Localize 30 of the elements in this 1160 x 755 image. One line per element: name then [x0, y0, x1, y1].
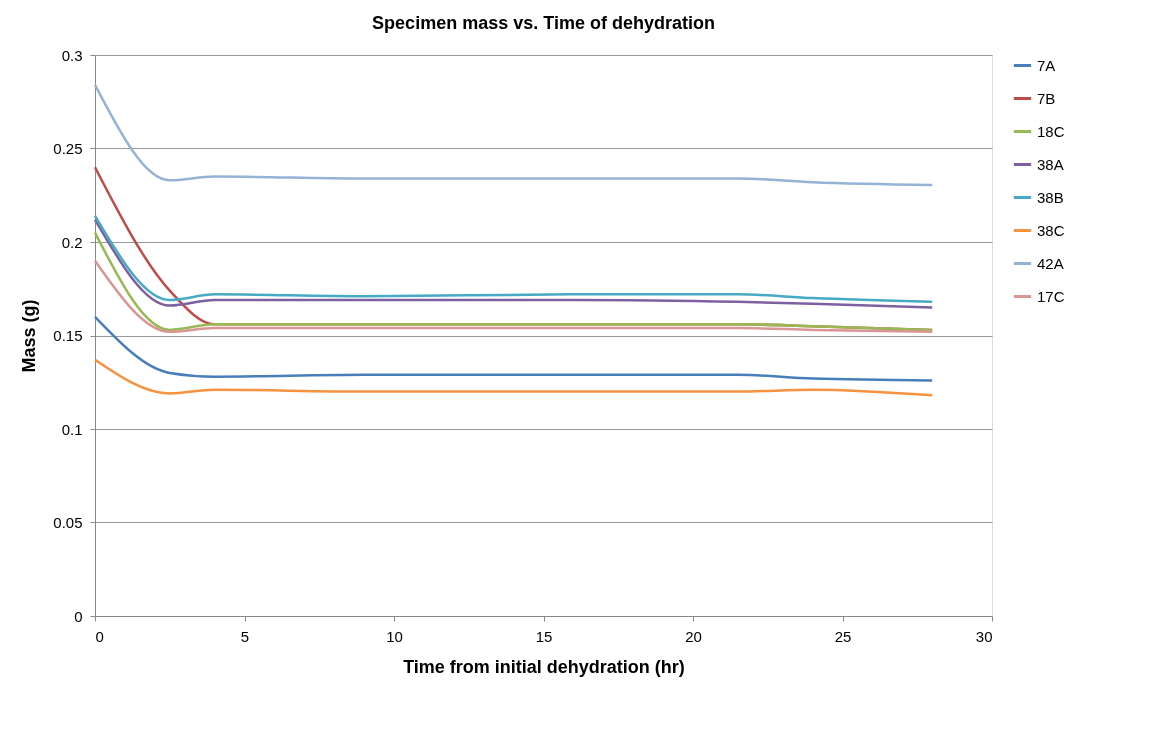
x-tick-label: 10: [386, 627, 403, 645]
line-series: [93, 358, 934, 397]
y-tick-label: 0.1: [61, 420, 83, 438]
legend-label: 7A: [1037, 56, 1056, 74]
y-axis-title: Mass (g): [19, 299, 40, 373]
line-series: [93, 259, 934, 334]
y-tick-label: 0.3: [61, 46, 83, 64]
legend-label: 38A: [1037, 155, 1064, 173]
x-tick-label: 15: [535, 627, 553, 645]
line-series: [93, 83, 934, 187]
legend-label: 38B: [1037, 188, 1064, 206]
line-series: [93, 231, 934, 332]
x-tick-label: 5: [240, 627, 250, 645]
y-tick-label: 0.2: [61, 233, 83, 251]
x-tick-label: 20: [685, 627, 702, 645]
x-tick-label: 30: [975, 627, 993, 645]
y-tick-label: 0.25: [53, 140, 83, 157]
legend-label: 7B: [1037, 89, 1056, 107]
y-tick-label: 0.15: [53, 327, 83, 344]
line-series: [93, 315, 934, 382]
legend-label: 18C: [1037, 122, 1065, 140]
chart-title: Specimen mass vs. Time of dehydration: [372, 13, 715, 33]
x-tick-label: 25: [834, 627, 852, 645]
x-tick-label: 0: [95, 627, 104, 645]
y-tick-label: 0.05: [53, 514, 83, 531]
legend-label: 42A: [1037, 254, 1064, 272]
y-tick-label: 0: [74, 607, 83, 625]
x-axis-title: Time from initial dehydration (hr): [403, 656, 685, 677]
legend-label: 17C: [1037, 287, 1065, 305]
legend-label: 38C: [1037, 221, 1065, 239]
